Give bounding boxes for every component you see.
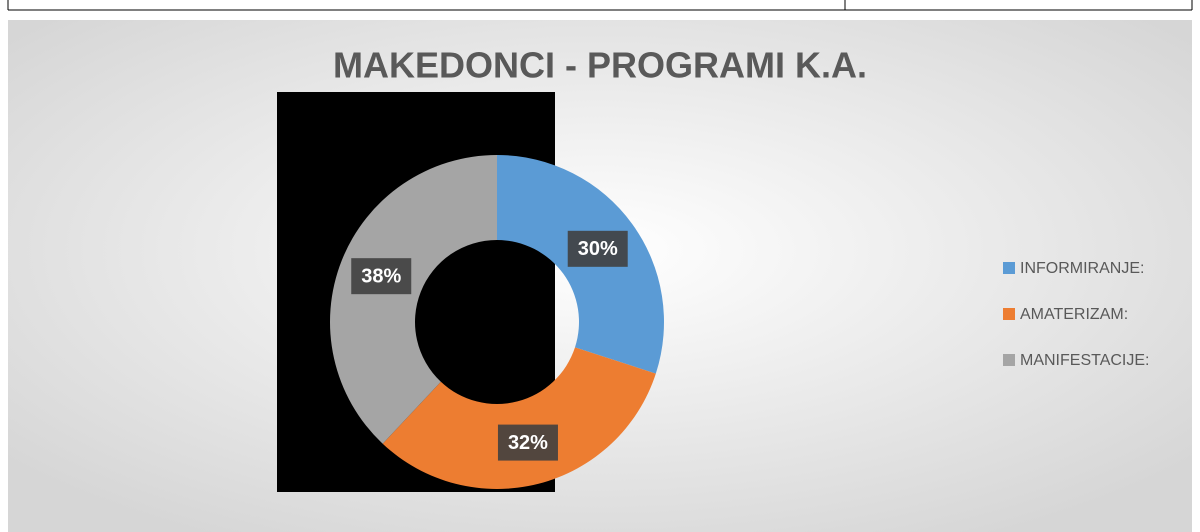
legend-label: INFORMIRANJE: [1020,260,1144,277]
legend-swatch [1003,308,1015,320]
donut-slice [382,347,656,489]
legend-label: MANIFESTACIJE: [1020,352,1150,369]
donut-slice [330,155,497,444]
legend-swatch [1003,354,1015,366]
data-label-box [497,424,558,461]
data-label: 38% [361,265,401,287]
table-border [7,0,1193,11]
chart-title: MAKEDONCI - PROGRAMI K.A. [333,45,867,86]
data-label-box [567,230,628,267]
data-label: 32% [508,432,548,454]
legend-label: AMATERIZAM: [1020,306,1128,323]
data-label: 30% [578,238,618,260]
data-label-box [351,258,412,295]
legend-swatch [1003,262,1015,274]
